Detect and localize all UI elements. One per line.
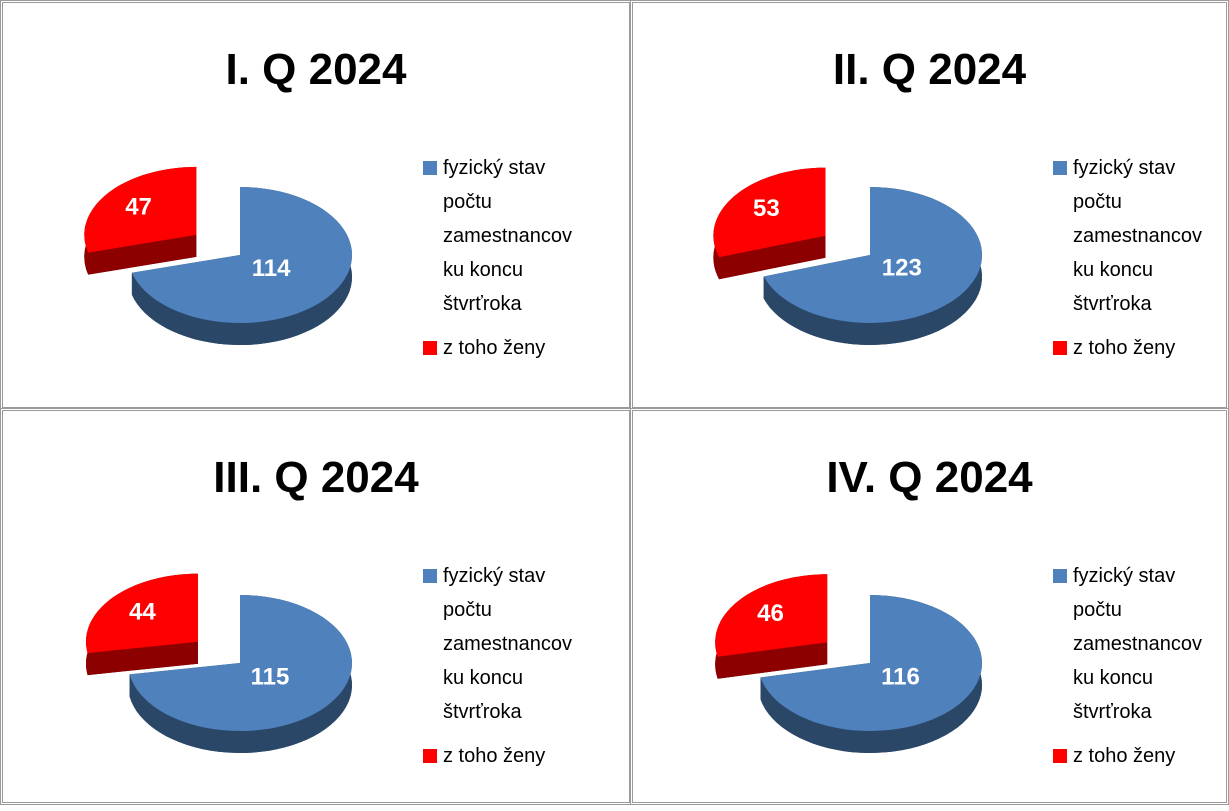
legend-label: z toho ženy [443, 337, 546, 359]
legend: fyzický stav počtu zamestnancov ku koncu… [1053, 559, 1223, 783]
chart-panel: 46 116 fyzický stav počtu zamestnancov ku … [630, 408, 1229, 805]
data-label: 114 [252, 255, 291, 282]
legend-label: fyzický stav počtu zamestnancov ku koncu… [443, 157, 572, 315]
legend-label: z toho ženy [443, 745, 546, 767]
legend-label: z toho ženy [1073, 337, 1176, 359]
legend-swatch [1053, 569, 1067, 583]
slice-wall [88, 234, 197, 275]
legend: fyzický stav počtu zamestnancov ku koncu… [423, 151, 593, 375]
pie-chart: 53 123 [713, 167, 982, 345]
chart-panel: 47 114 fyzický stav počtu zamestnancov ku … [0, 0, 632, 410]
slice-wall [87, 641, 198, 676]
legend-label: fyzický stav počtu zamestnancov ku koncu… [443, 565, 572, 723]
legend-label: z toho ženy [1073, 745, 1176, 767]
legend-item: fyzický stav počtu zamestnancov ku koncu… [423, 559, 593, 729]
data-label: 115 [251, 664, 290, 691]
chart-panel: 44 115 fyzický stav počtu zamestnancov ku … [0, 408, 632, 805]
slice-wall [719, 235, 826, 280]
chart-panel: 53 123 fyzický stav počtu zamestnancov ku … [630, 0, 1229, 410]
legend-label: fyzický stav počtu zamestnancov ku koncu… [1073, 157, 1202, 315]
pie-slice [760, 595, 982, 731]
pie-slice [763, 187, 982, 323]
pie-slice [86, 573, 198, 654]
pie-chart: 47 114 [84, 166, 352, 345]
pie-slice [84, 166, 197, 253]
legend-swatch [1053, 749, 1067, 763]
legend-swatch [1053, 341, 1067, 355]
data-label: 116 [881, 663, 920, 690]
data-label: 123 [882, 254, 922, 281]
legend-swatch [423, 569, 437, 583]
chart-title: I. Q 2024 [225, 45, 407, 94]
legend-item: z toho ženy [1053, 739, 1223, 773]
legend: fyzický stav počtu zamestnancov ku koncu… [1053, 151, 1223, 375]
legend-item: fyzický stav počtu zamestnancov ku koncu… [1053, 559, 1223, 729]
legend-item: z toho ženy [423, 331, 593, 365]
pie-chart: 46 116 [715, 574, 982, 753]
pie-slice [713, 167, 826, 258]
legend-swatch [423, 749, 437, 763]
legend-swatch [423, 161, 437, 175]
chart-title: II. Q 2024 [832, 45, 1027, 94]
legend: fyzický stav počtu zamestnancov ku koncu… [423, 559, 593, 783]
legend-item: fyzický stav počtu zamestnancov ku koncu… [1053, 151, 1223, 321]
data-label: 47 [125, 193, 152, 220]
pie-slice [715, 574, 828, 657]
legend-item: z toho ženy [423, 739, 593, 773]
data-label: 53 [753, 195, 780, 222]
chart-title: IV. Q 2024 [826, 453, 1033, 502]
legend-swatch [423, 341, 437, 355]
legend-item: z toho ženy [1053, 331, 1223, 365]
data-label: 44 [129, 599, 156, 626]
pie-slice [131, 187, 352, 323]
legend-swatch [1053, 161, 1067, 175]
pie-chart: 44 115 [86, 573, 352, 753]
legend-label: fyzický stav počtu zamestnancov ku koncu… [1073, 565, 1202, 723]
slice-wall [717, 642, 828, 679]
pie-slice [129, 595, 352, 731]
data-label: 46 [757, 600, 784, 627]
legend-item: fyzický stav počtu zamestnancov ku koncu… [423, 151, 593, 321]
chart-title: III. Q 2024 [213, 453, 419, 502]
